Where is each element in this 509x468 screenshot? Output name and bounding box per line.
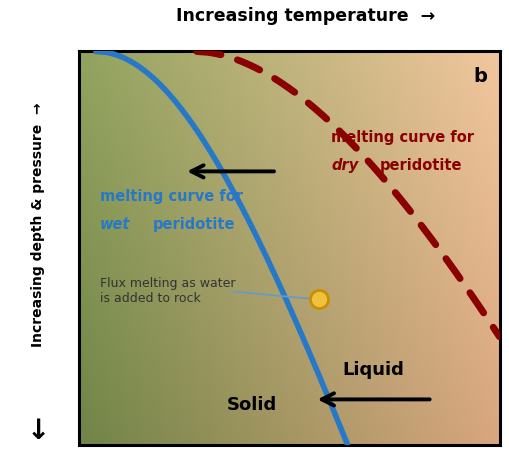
Text: dry: dry [331, 158, 358, 173]
Text: b: b [472, 67, 486, 86]
Text: melting curve for: melting curve for [331, 131, 473, 146]
Text: ↓: ↓ [26, 417, 50, 445]
Text: Flux melting as water
is added to rock: Flux melting as water is added to rock [100, 277, 235, 305]
Text: Liquid: Liquid [342, 361, 404, 379]
Text: melting curve for: melting curve for [100, 190, 243, 205]
Text: Solid: Solid [226, 396, 276, 414]
Text: wet: wet [100, 217, 130, 232]
Text: Increasing depth & pressure  →: Increasing depth & pressure → [31, 102, 45, 347]
Text: Increasing temperature  →: Increasing temperature → [176, 7, 435, 25]
Text: peridotite: peridotite [379, 158, 462, 173]
Text: peridotite: peridotite [152, 217, 235, 232]
